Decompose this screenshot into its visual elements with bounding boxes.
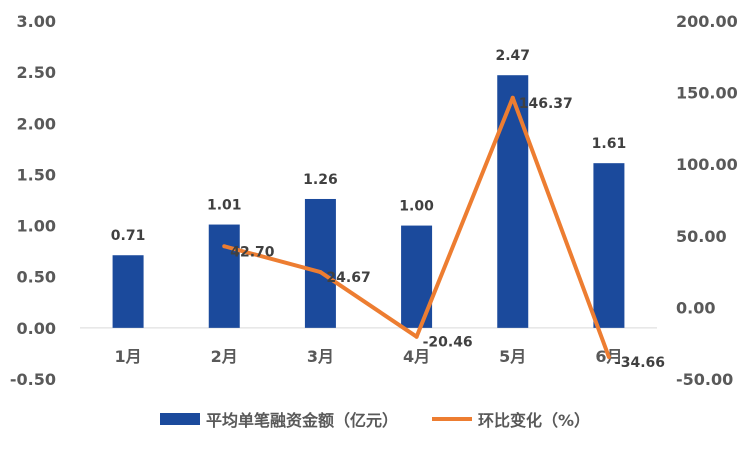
x-category-label: 5月 [499, 347, 526, 366]
x-category-label: 1月 [115, 347, 142, 366]
bar [593, 163, 625, 328]
bar [304, 198, 336, 328]
y-left-tick-label: -0.50 [10, 370, 56, 389]
x-category-label: 2月 [211, 347, 238, 366]
y-left-tick-label: 0.00 [17, 319, 56, 338]
y-right-tick-label: -50.00 [676, 370, 733, 389]
legend-swatch-bar [159, 413, 200, 425]
y-left-tick-label: 1.00 [17, 217, 56, 236]
bar-data-label: 1.01 [207, 198, 242, 214]
bar-data-label: 1.61 [592, 136, 627, 152]
legend-label-line: 环比变化（%） [477, 411, 591, 430]
legend-item-bar: 平均单笔融资金额（亿元） [159, 407, 398, 431]
line-point [510, 95, 515, 100]
y-left-tick-label: 2.00 [17, 114, 56, 133]
x-category-label: 3月 [307, 347, 334, 366]
bar-data-label: 1.00 [399, 199, 434, 215]
y-right-tick-label: 0.00 [676, 298, 715, 317]
bar-data-label: 1.26 [303, 172, 338, 188]
line-data-label: 24.67 [326, 270, 370, 286]
y-left-tick-label: 2.50 [17, 63, 56, 82]
bar-data-label: 0.71 [111, 228, 146, 244]
bar [112, 255, 144, 328]
line-point [318, 270, 323, 275]
y-right-tick-label: 50.00 [676, 227, 727, 246]
y-left-tick-label: 1.50 [17, 165, 56, 184]
line-point [414, 334, 419, 339]
legend-label-bar: 平均单笔融资金额（亿元） [205, 411, 398, 430]
chart-legend: 平均单笔融资金额（亿元） 环比变化（%） [0, 404, 750, 434]
line-data-label: 146.37 [519, 96, 573, 112]
y-left-tick-label: 0.50 [17, 268, 56, 287]
y-right-tick-label: 150.00 [676, 84, 738, 103]
y-left-tick-label: 3.00 [17, 12, 56, 31]
line-point [606, 355, 611, 360]
line-data-label: -20.46 [423, 335, 473, 351]
line-point [222, 244, 227, 249]
bar-data-label: 2.47 [495, 48, 530, 64]
bar [208, 224, 240, 328]
combo-chart: 3.00 2.50 2.00 1.50 1.00 0.50 0.00 -0.50 200.00 1… [10, 12, 738, 389]
bar [497, 75, 529, 328]
y-right-tick-label: 200.00 [676, 12, 738, 31]
line-data-label: 42.70 [230, 244, 275, 260]
x-category-label: 4月 [403, 347, 430, 366]
legend-swatch-line [431, 417, 472, 421]
y-right-tick-label: 100.00 [676, 155, 738, 174]
legend-item-line: 环比变化（%） [431, 407, 591, 431]
line-data-label: -34.66 [615, 355, 665, 371]
